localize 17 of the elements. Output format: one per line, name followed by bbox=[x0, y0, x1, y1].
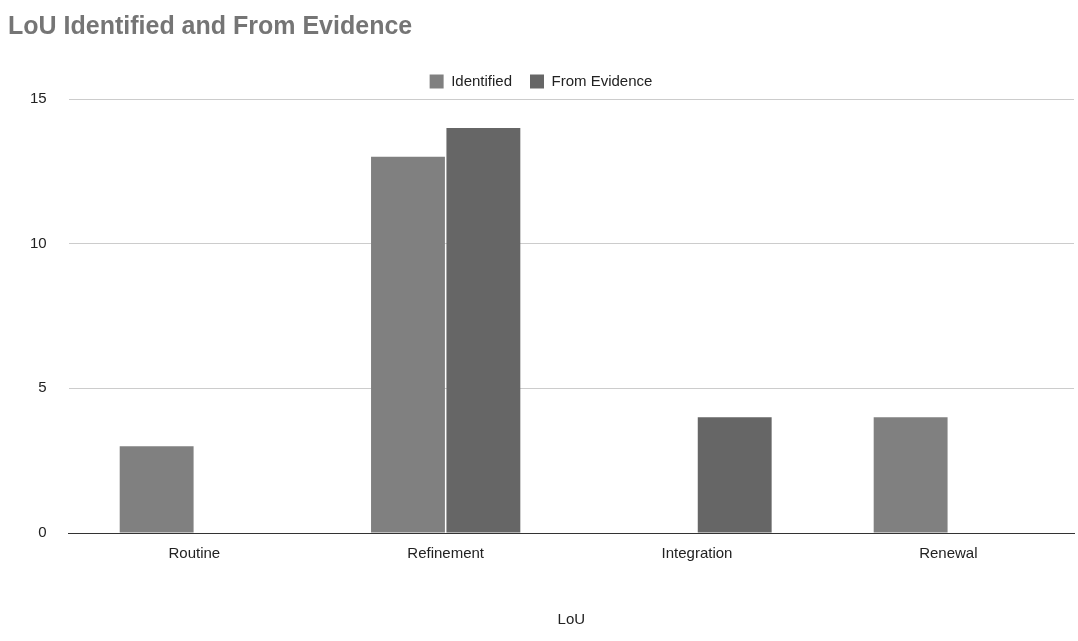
y-tick-label: 5 bbox=[38, 378, 47, 396]
y-tick-label: 15 bbox=[30, 89, 47, 107]
x-tick-label: Integration bbox=[661, 544, 733, 562]
bar bbox=[697, 417, 772, 533]
x-axis-title: LoU bbox=[557, 610, 586, 628]
legend-label: Identified bbox=[451, 71, 513, 89]
bar bbox=[446, 127, 521, 533]
chart-title: LoU Identified and From Evidence bbox=[8, 10, 413, 39]
bar bbox=[119, 446, 194, 533]
bar bbox=[371, 156, 445, 533]
y-tick-label: 10 bbox=[30, 233, 47, 251]
x-tick-label: Renewal bbox=[919, 544, 978, 562]
x-tick-label: Routine bbox=[168, 544, 221, 562]
x-tick-label: Refinement bbox=[407, 544, 485, 562]
bar bbox=[873, 417, 948, 533]
legend-label: From Evidence bbox=[551, 71, 653, 89]
y-tick-label: 0 bbox=[38, 523, 47, 541]
